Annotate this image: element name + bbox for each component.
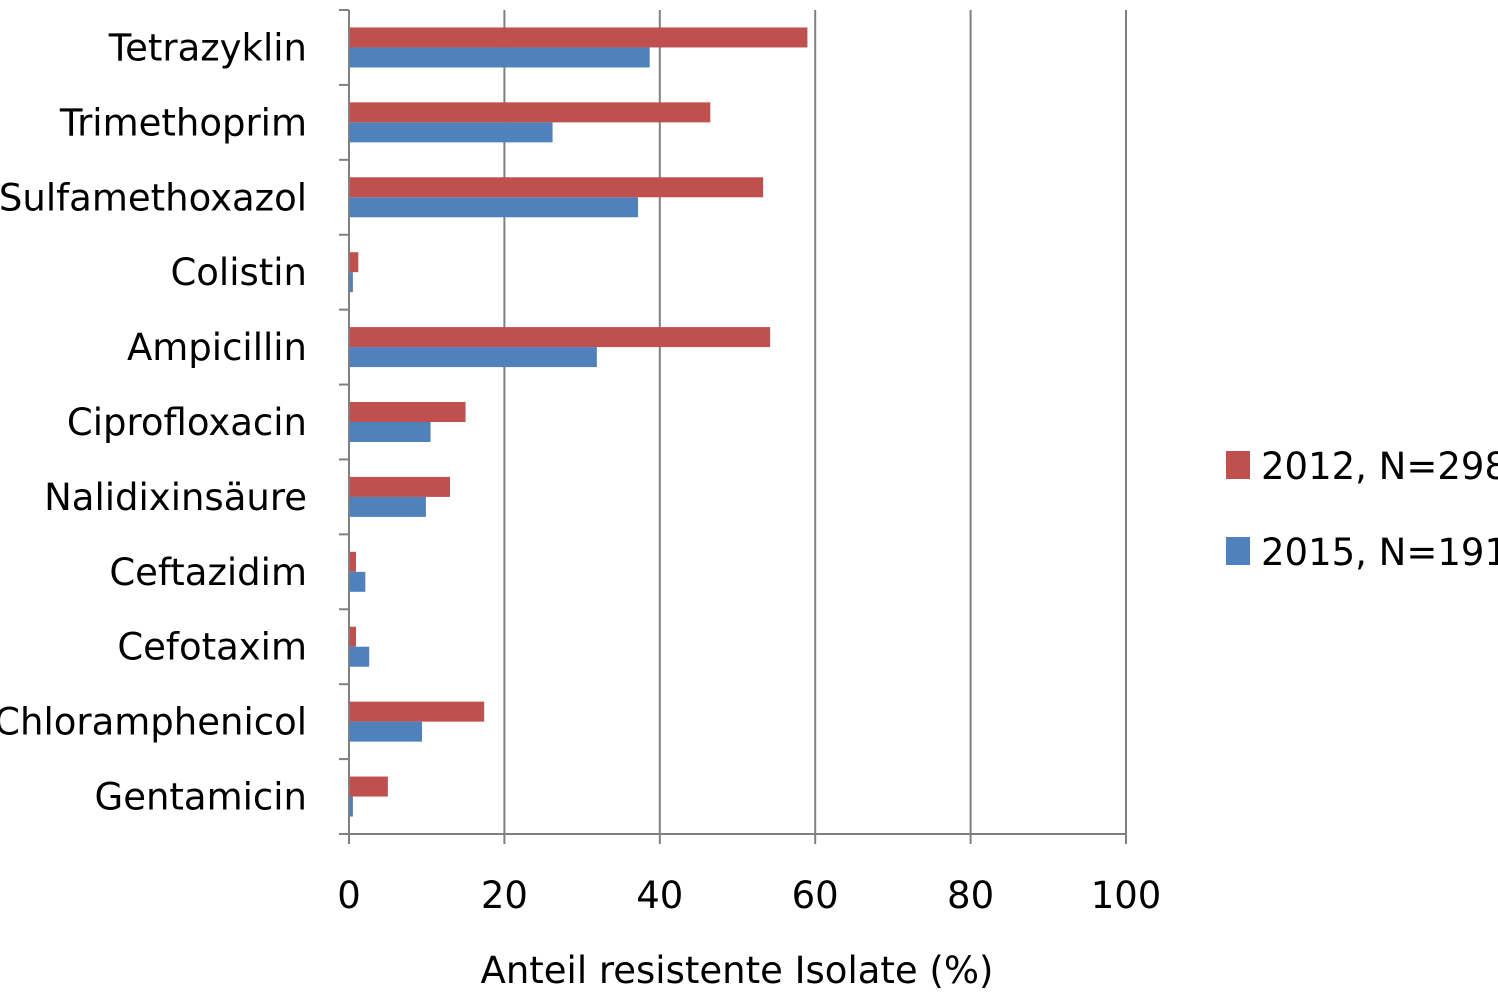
x-tick-label-40: 40: [636, 874, 683, 917]
bar-series-1: [349, 177, 764, 198]
x-tick-label-100: 100: [1091, 874, 1162, 917]
bar-series-1: [349, 701, 485, 722]
category-label: Chloramphenicol: [0, 701, 307, 744]
bar-series-2: [349, 47, 650, 68]
bar-series-1: [349, 476, 451, 497]
bar-series-1: [349, 327, 771, 348]
category-label: Cefotaxim: [117, 626, 307, 669]
legend-swatch: [1226, 537, 1250, 565]
legend-swatch: [1226, 451, 1250, 479]
bar-series-1: [349, 402, 466, 422]
x-axis-label: Anteil resistente Isolate (%): [481, 949, 994, 992]
category-label: Tetrazyklin: [108, 26, 307, 69]
bar-series-1: [349, 626, 356, 647]
bar-series-2: [349, 721, 423, 742]
legend: 2012, N=298 2015, N=191: [1226, 445, 1498, 574]
bar-series-2: [349, 197, 639, 218]
bar-series-1: [349, 551, 356, 572]
legend-label: 2015, N=191: [1261, 531, 1498, 574]
x-tick-labels: 0 20 40 60 80 100: [337, 874, 1161, 917]
bar-series-2: [349, 571, 366, 592]
bar-series-2: [349, 347, 597, 368]
x-tick-label-0: 0: [337, 874, 361, 917]
category-label: Trimethoprim: [59, 101, 307, 144]
bar-series-1: [349, 252, 359, 273]
category-label: Nalidixinsäure: [44, 476, 307, 519]
bar-series-1: [349, 102, 711, 123]
bar-series-2: [349, 646, 370, 667]
x-tick-label-60: 60: [792, 874, 839, 917]
x-tick-label-20: 20: [481, 874, 528, 917]
category-label: Sulfamethoxazol: [0, 176, 307, 219]
category-label: Ceftazidim: [109, 551, 307, 594]
grid-layer: [503, 10, 1127, 834]
bar-layer: [349, 27, 808, 817]
bar-series-2: [349, 122, 553, 143]
category-label: Ampicillin: [127, 326, 307, 369]
bar-series-2: [349, 496, 426, 517]
category-labels: Tetrazyklin Trimethoprim Sulfamethoxazol Co…: [0, 26, 307, 818]
bar-series-2: [349, 796, 353, 817]
bar-series-1: [349, 27, 808, 48]
category-label: Colistin: [170, 251, 307, 294]
legend-label: 2012, N=298: [1261, 445, 1498, 488]
axis-layer: [339, 9, 1127, 844]
bar-series-1: [349, 776, 388, 797]
bar-series-2: [349, 272, 353, 293]
category-label: Gentamicin: [95, 776, 307, 819]
bar-series-2: [349, 422, 431, 442]
category-label: Ciprofloxacin: [67, 401, 307, 444]
x-tick-label-80: 80: [947, 874, 994, 917]
